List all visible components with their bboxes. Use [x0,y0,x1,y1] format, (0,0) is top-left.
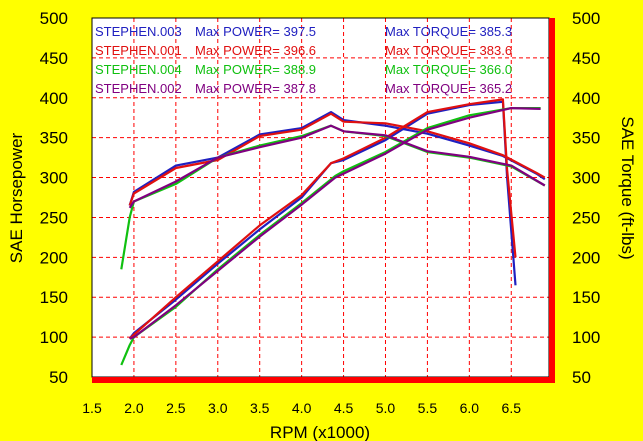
y-tick-label-right: 150 [572,288,600,307]
y-axis-label-left: SAE Horsepower [7,132,26,263]
legend-max-torque: Max TORQUE= 365.2 [385,81,512,96]
legend-max-power: Max POWER= 396.6 [195,43,316,58]
y-tick-labels-right: 50 100 150 200 250 300 350 400 450 500 [572,9,600,387]
grid [92,18,549,377]
legend-series-name: STEPHEN.001 [95,43,182,58]
y-tick-label-right: 450 [572,49,600,68]
series-layer [120,98,546,366]
y-tick-label-left: 500 [40,9,68,28]
x-tick-label: 4.0 [292,400,312,416]
legend-max-torque: Max TORQUE= 385.3 [385,24,512,39]
y-tick-label-right: 50 [572,368,591,387]
x-tick-label: 5.5 [418,400,438,416]
legend-series-name: STEPHEN.002 [95,81,182,96]
x-tick-label: 2.0 [124,400,144,416]
x-axis-label: RPM (x1000) [270,423,370,441]
y-tick-label-left: 50 [49,368,68,387]
legend-series-name: STEPHEN.003 [95,24,182,39]
right-axis-bar [549,18,555,382]
y-tick-label-right: 250 [572,208,600,227]
x-tick-label: 2.5 [166,400,186,416]
series-power-line [129,106,541,340]
y-tick-label-left: 150 [40,288,68,307]
y-tick-label-left: 350 [40,129,68,148]
y-tick-label-left: 300 [40,169,68,188]
x-tick-label: 6.5 [502,400,522,416]
y-tick-label-left: 450 [40,49,68,68]
x-tick-labels: 1.5 2.0 2.5 3.0 3.5 4.0 4.5 5.0 5.5 6.0 6.5 [82,400,521,416]
y-tick-label-right: 350 [572,129,600,148]
y-tick-label-left: 400 [40,89,68,108]
legend-max-power: Max POWER= 388.9 [195,62,316,77]
legend: STEPHEN.003 Max POWER= 397.5 Max TORQUE= 3… [95,24,512,96]
legend-max-torque: Max TORQUE= 366.0 [385,62,512,77]
y-tick-label-right: 200 [572,248,600,267]
legend-series-name: STEPHEN.004 [95,62,182,77]
series-torque-line [128,112,546,206]
x-tick-label: 3.0 [208,400,228,416]
y-tick-label-right: 300 [572,169,600,188]
y-tick-labels-left: 50 100 150 200 250 300 350 400 450 500 [40,9,68,387]
series-torque-line [128,124,546,209]
x-tick-label: 1.5 [82,400,102,416]
legend-max-torque: Max TORQUE= 383.6 [385,43,512,58]
y-tick-label-right: 100 [572,328,600,347]
y-tick-label-left: 100 [40,328,68,347]
x-tick-label: 4.5 [334,400,354,416]
x-tick-label: 5.0 [376,400,396,416]
y-tick-label-left: 200 [40,248,68,267]
legend-max-power: Max POWER= 397.5 [195,24,316,39]
plot-area [92,18,549,377]
y-tick-label-left: 250 [40,208,68,227]
x-tick-label: 3.5 [250,400,270,416]
y-axis-label-right: SAE Torque (ft-lbs) [618,116,637,259]
y-tick-label-right: 400 [572,89,600,108]
bottom-axis-bar [92,377,555,383]
x-tick-label: 6.0 [460,400,480,416]
y-tick-label-right: 500 [572,9,600,28]
legend-max-power: Max POWER= 387.8 [195,81,316,96]
series-power-line [128,98,517,340]
